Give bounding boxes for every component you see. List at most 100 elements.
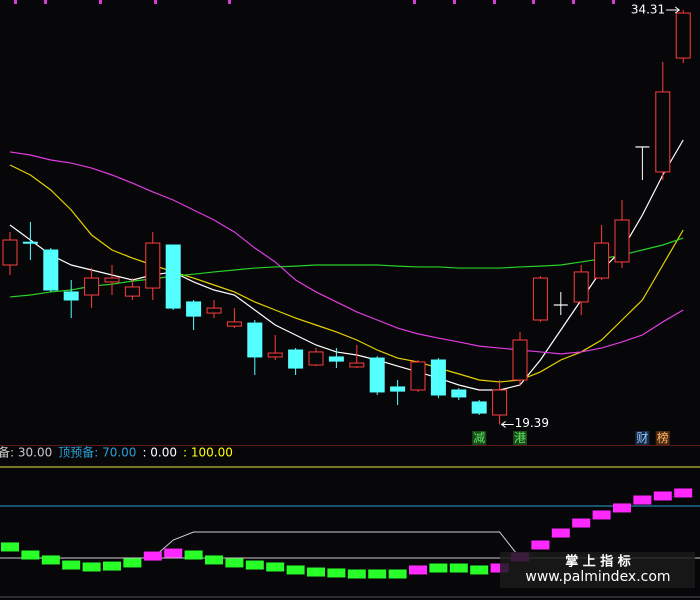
candle-body: [492, 389, 508, 416]
dot: [453, 0, 456, 4]
candle-body: [206, 307, 222, 314]
dot: [99, 0, 102, 4]
indicator-bar: [225, 558, 244, 568]
candle-body: [165, 244, 181, 309]
dot: [154, 0, 157, 4]
marker: 减: [473, 431, 485, 445]
candle-body: [614, 219, 630, 263]
legend-item: : 0.00: [142, 446, 177, 460]
indicator-bar: [266, 562, 285, 572]
indicator-bar: [449, 563, 468, 573]
candle-body: [186, 301, 202, 317]
candle-body: [226, 321, 242, 327]
marker-box: [635, 431, 650, 445]
candle-body: [104, 277, 120, 283]
indicator-bar: [347, 569, 366, 579]
ma-line: [9, 237, 684, 298]
candle-body: [308, 351, 324, 366]
candle-body: [471, 401, 487, 414]
indicator-bar: [368, 569, 387, 579]
candle-body: [63, 291, 79, 301]
ma-line: [9, 164, 684, 383]
candle-body: [675, 12, 691, 59]
indicator-bar: [41, 555, 60, 565]
dot: [228, 0, 231, 4]
indicator-bar: [327, 568, 346, 578]
candle-body: [22, 241, 38, 244]
dot: [532, 0, 535, 4]
indicator-bar: [490, 563, 509, 573]
indicator-bar: [307, 567, 325, 577]
low-label: 19.39: [515, 416, 549, 430]
legend-item: : 100.00: [183, 446, 233, 460]
top-dots: [14, 0, 615, 4]
indicator-bar: [592, 510, 611, 520]
indicator-bar: [388, 569, 407, 579]
dot: [612, 0, 615, 4]
indicator-bar: [429, 563, 448, 573]
indicator-bar: [103, 561, 121, 571]
watermark-title: 掌 上 指 标: [565, 554, 631, 570]
dot: [493, 0, 496, 4]
indicator-bar: [551, 528, 570, 538]
low-arrow: [500, 421, 514, 428]
candle-body: [2, 239, 18, 266]
indicator-bar: [1, 542, 19, 552]
high-label: 34.31: [631, 3, 665, 17]
marker: 财: [636, 431, 648, 445]
candle-body: [512, 339, 528, 381]
dot: [44, 0, 47, 4]
indicator-bar: [653, 491, 672, 501]
indicator-bar: [164, 548, 183, 558]
candle-body: [410, 361, 426, 391]
indicator-bar: [245, 560, 264, 570]
candle-body: [328, 356, 344, 362]
watermark-box: [500, 552, 695, 588]
candle-body: [43, 249, 59, 291]
indicator-bar: [409, 565, 427, 575]
marker-box: [472, 431, 487, 445]
dot: [14, 0, 17, 4]
dot: [413, 0, 416, 4]
candle-body: [288, 349, 304, 369]
candle-body: [573, 271, 589, 303]
candle-body: [532, 277, 548, 321]
indicator-bar: [143, 551, 162, 561]
plot-layer: 34.31 19.39 减 港 财榜备: 30.00 顶预备: 70.00 : 0.00 : …: [0, 3, 700, 598]
candle-body: [369, 357, 385, 393]
candle-body: [267, 352, 283, 358]
legend-item: 备: 30.00: [0, 446, 52, 460]
marker-box: [655, 431, 670, 445]
candle-body: [594, 242, 610, 279]
marker: 港: [514, 431, 526, 445]
indicator-bar: [633, 495, 652, 505]
indicator-bar: [205, 555, 223, 565]
candle-body: [430, 359, 446, 396]
marker: 榜: [657, 430, 669, 445]
candle-body: [247, 322, 263, 358]
indicator-bar: [674, 488, 693, 498]
candle-body: [349, 362, 365, 368]
indicator-bar: [123, 558, 142, 568]
candle-body: [655, 91, 671, 173]
candle-body: [451, 389, 467, 398]
indicator-bar: [572, 518, 591, 528]
indicator-bar: [470, 565, 489, 575]
indicator-bar: [613, 503, 631, 513]
candle-body: [84, 277, 100, 296]
indicator-bar: [531, 540, 550, 550]
high-arrow: [666, 6, 681, 14]
ma-line: [9, 139, 684, 391]
indicator-bar: [184, 550, 203, 560]
indicator-bar: [82, 562, 101, 572]
legend-item: 顶预备: 70.00: [58, 446, 136, 460]
candle-body: [145, 242, 161, 289]
indicator-bar: [286, 565, 305, 575]
candle-body: [124, 286, 140, 297]
marker-box: [513, 431, 527, 445]
indicator-bar: [21, 550, 40, 560]
watermark-url: www.palmindex.com: [525, 569, 670, 585]
indicator-bar: [62, 560, 81, 570]
ma-line: [9, 151, 684, 355]
